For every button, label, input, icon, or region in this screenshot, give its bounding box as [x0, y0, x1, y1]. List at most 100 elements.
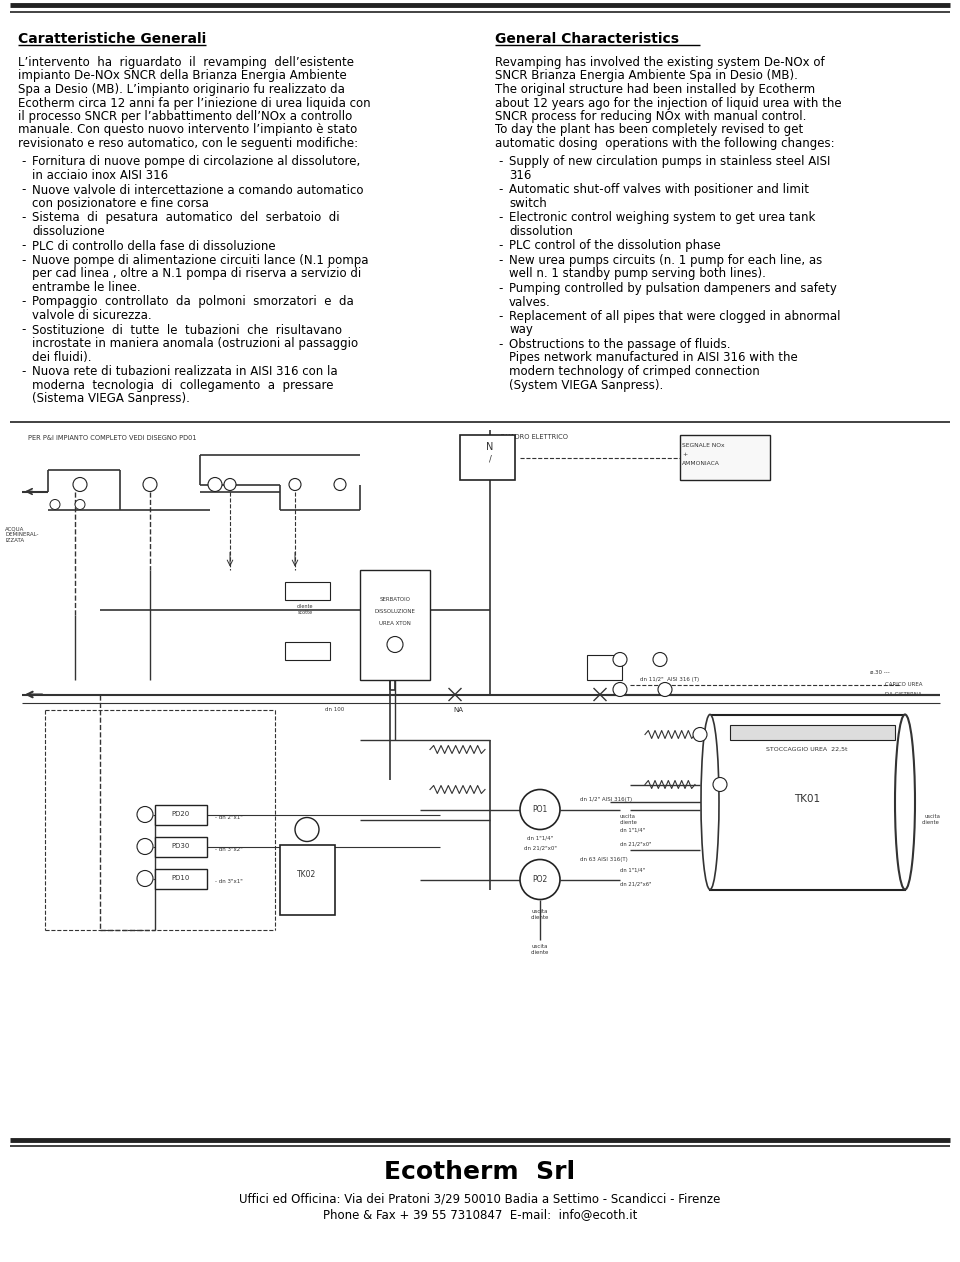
Text: revisionato e reso automatico, con le seguenti modifiche:: revisionato e reso automatico, con le se…	[18, 138, 358, 150]
Text: SNCR Brianza Energia Ambiente Spa in Desio (MB).: SNCR Brianza Energia Ambiente Spa in Des…	[495, 69, 798, 82]
Bar	[155, 868, 207, 888]
Text: dn 21/2"x6": dn 21/2"x6"	[620, 882, 652, 887]
Text: modern technology of crimped connection: modern technology of crimped connection	[509, 365, 759, 379]
Text: SEGNALE NOx: SEGNALE NOx	[682, 443, 725, 448]
Circle shape	[658, 683, 672, 697]
Text: -: -	[21, 323, 25, 337]
Text: CARICO UREA: CARICO UREA	[885, 681, 923, 687]
Text: Ecotherm circa 12 anni fa per l’iniezione di urea liquida con: Ecotherm circa 12 anni fa per l’iniezion…	[18, 96, 371, 110]
Text: - dn 2"x1": - dn 2"x1"	[215, 815, 243, 820]
Bar	[360, 569, 430, 679]
Circle shape	[295, 818, 319, 842]
Text: Automatic shut-off valves with positioner and limit: Automatic shut-off valves with positione…	[509, 183, 809, 197]
Bar	[285, 582, 330, 599]
Text: automatic dosing  operations with the following changes:: automatic dosing operations with the fol…	[495, 138, 834, 150]
Text: -: -	[21, 155, 25, 169]
Text: Ecotherm  Srl: Ecotherm Srl	[384, 1160, 576, 1184]
Text: -: -	[21, 212, 25, 225]
Text: impianto De-NOx SNCR della Brianza Energia Ambiente: impianto De-NOx SNCR della Brianza Energ…	[18, 69, 347, 82]
Bar	[280, 844, 335, 915]
Circle shape	[653, 652, 667, 666]
Text: TORE: TORE	[590, 668, 605, 671]
Text: New urea pumps circuits (n. 1 pump for each line, as: New urea pumps circuits (n. 1 pump for e…	[509, 254, 823, 268]
Text: TK01: TK01	[794, 795, 820, 804]
Text: dissoluzione: dissoluzione	[32, 225, 105, 239]
Text: NC: NC	[300, 586, 310, 594]
Text: Spa a Desio (MB). L’impianto originario fu realizzato da: Spa a Desio (MB). L’impianto originario …	[18, 83, 345, 96]
Text: uscita
cliente: uscita cliente	[923, 814, 940, 825]
Bar	[710, 714, 905, 890]
Text: Fornitura di nuove pompe di circolazione al dissolutore,: Fornitura di nuove pompe di circolazione…	[32, 155, 360, 169]
Circle shape	[387, 636, 403, 652]
Bar	[587, 655, 622, 679]
Text: in acciaio inox AISI 316: in acciaio inox AISI 316	[32, 169, 168, 182]
Text: -: -	[498, 183, 502, 197]
Text: NA: NA	[453, 707, 463, 713]
Text: -: -	[498, 240, 502, 252]
Text: PLC di controllo della fase di dissoluzione: PLC di controllo della fase di dissoluzi…	[32, 240, 276, 252]
Text: dn 1"1/4": dn 1"1/4"	[527, 835, 553, 840]
Text: uscita
cliente: uscita cliente	[620, 814, 637, 825]
Text: -: -	[498, 281, 502, 295]
Text: moderna  tecnologia  di  collegamento  a  pressare: moderna tecnologia di collegamento a pre…	[32, 379, 333, 391]
Text: General Characteristics: General Characteristics	[495, 32, 679, 45]
Text: Supply of new circulation pumps in stainless steel AISI: Supply of new circulation pumps in stain…	[509, 155, 830, 169]
Text: Replacement of all pipes that were clogged in abnormal: Replacement of all pipes that were clogg…	[509, 310, 841, 323]
Text: - dn 3"x2": - dn 3"x2"	[215, 847, 243, 852]
Text: Caratteristiche Generali: Caratteristiche Generali	[18, 32, 206, 45]
Text: dn 21/2"x0": dn 21/2"x0"	[523, 846, 557, 851]
Text: dn 21/2"x0": dn 21/2"x0"	[620, 842, 652, 847]
Text: Sistema  di  pesatura  automatico  del  serbatoio  di: Sistema di pesatura automatico del serba…	[32, 212, 340, 225]
Circle shape	[334, 478, 346, 491]
Circle shape	[137, 871, 153, 886]
Text: (System VIEGA Sanpress).: (System VIEGA Sanpress).	[509, 379, 663, 391]
Text: PER P&I IMPIANTO COMPLETO VEDI DISEGNO PD01: PER P&I IMPIANTO COMPLETO VEDI DISEGNO P…	[28, 434, 197, 440]
Circle shape	[520, 859, 560, 900]
Text: -: -	[21, 295, 25, 308]
Text: way: way	[509, 323, 533, 337]
Text: Obstructions to the passage of fluids.: Obstructions to the passage of fluids.	[509, 338, 731, 351]
Circle shape	[137, 806, 153, 823]
Text: DA CISTERNA: DA CISTERNA	[885, 692, 922, 697]
Text: - dn 3"x1": - dn 3"x1"	[215, 880, 243, 883]
Text: -: -	[21, 183, 25, 197]
Circle shape	[520, 790, 560, 829]
Text: dn 100: dn 100	[325, 707, 345, 712]
Text: -: -	[498, 338, 502, 351]
Text: dn 11/2"  AISI 316 (T): dn 11/2" AISI 316 (T)	[640, 676, 699, 681]
Text: Electronic control weighing system to get urea tank: Electronic control weighing system to ge…	[509, 212, 815, 225]
Text: -: -	[498, 155, 502, 169]
Text: valves.: valves.	[509, 295, 551, 308]
Text: -: -	[21, 365, 25, 379]
Text: switch: switch	[509, 197, 547, 209]
Text: uscita
cliente: uscita cliente	[531, 909, 549, 920]
Circle shape	[289, 478, 301, 491]
Text: dn 1"1/4": dn 1"1/4"	[620, 827, 645, 832]
Text: Nuove pompe di alimentazione circuiti lance (N.1 pompa: Nuove pompe di alimentazione circuiti la…	[32, 254, 369, 268]
Text: cilente
scotte: cilente scotte	[297, 604, 313, 615]
Text: entrambe le linee.: entrambe le linee.	[32, 281, 140, 294]
Text: PD10: PD10	[172, 876, 190, 881]
Text: Nuova rete di tubazioni realizzata in AISI 316 con la: Nuova rete di tubazioni realizzata in AI…	[32, 365, 338, 379]
Text: about 12 years ago for the injection of liquid urea with the: about 12 years ago for the injection of …	[495, 96, 842, 110]
Text: ACQUA
DEMINERAL-
IZZATA: ACQUA DEMINERAL- IZZATA	[5, 526, 38, 543]
Text: L’intervento  ha  riguardato  il  revamping  dell’esistente: L’intervento ha riguardato il revamping …	[18, 56, 354, 69]
Text: Pumping controlled by pulsation dampeners and safety: Pumping controlled by pulsation dampener…	[509, 281, 837, 295]
Text: Pipes network manufactured in AISI 316 with the: Pipes network manufactured in AISI 316 w…	[509, 352, 798, 365]
Text: dn 63 AISI 316(T): dn 63 AISI 316(T)	[580, 857, 628, 862]
Text: dn 1/2" AISI 316(T): dn 1/2" AISI 316(T)	[580, 798, 632, 801]
Text: PLC control of the dissolution phase: PLC control of the dissolution phase	[509, 240, 721, 252]
Circle shape	[143, 477, 157, 491]
Circle shape	[208, 477, 222, 491]
Text: PD20: PD20	[172, 811, 190, 818]
Text: SERBATOIO: SERBATOIO	[379, 597, 411, 602]
Text: manuale. Con questo nuovo intervento l’impianto è stato: manuale. Con questo nuovo intervento l’i…	[18, 124, 357, 136]
Circle shape	[613, 683, 627, 697]
Text: per cad linea , oltre a N.1 pompa di riserva a servizio di: per cad linea , oltre a N.1 pompa di ris…	[32, 268, 361, 280]
Bar	[680, 434, 770, 480]
Text: Nuove valvole di intercettazione a comando automatico: Nuove valvole di intercettazione a coman…	[32, 183, 364, 197]
Text: DISSOLUZIONE: DISSOLUZIONE	[374, 610, 416, 615]
Text: QUADRO ELETTRICO: QUADRO ELETTRICO	[500, 434, 568, 440]
Circle shape	[73, 477, 87, 491]
Text: 316: 316	[509, 169, 532, 182]
